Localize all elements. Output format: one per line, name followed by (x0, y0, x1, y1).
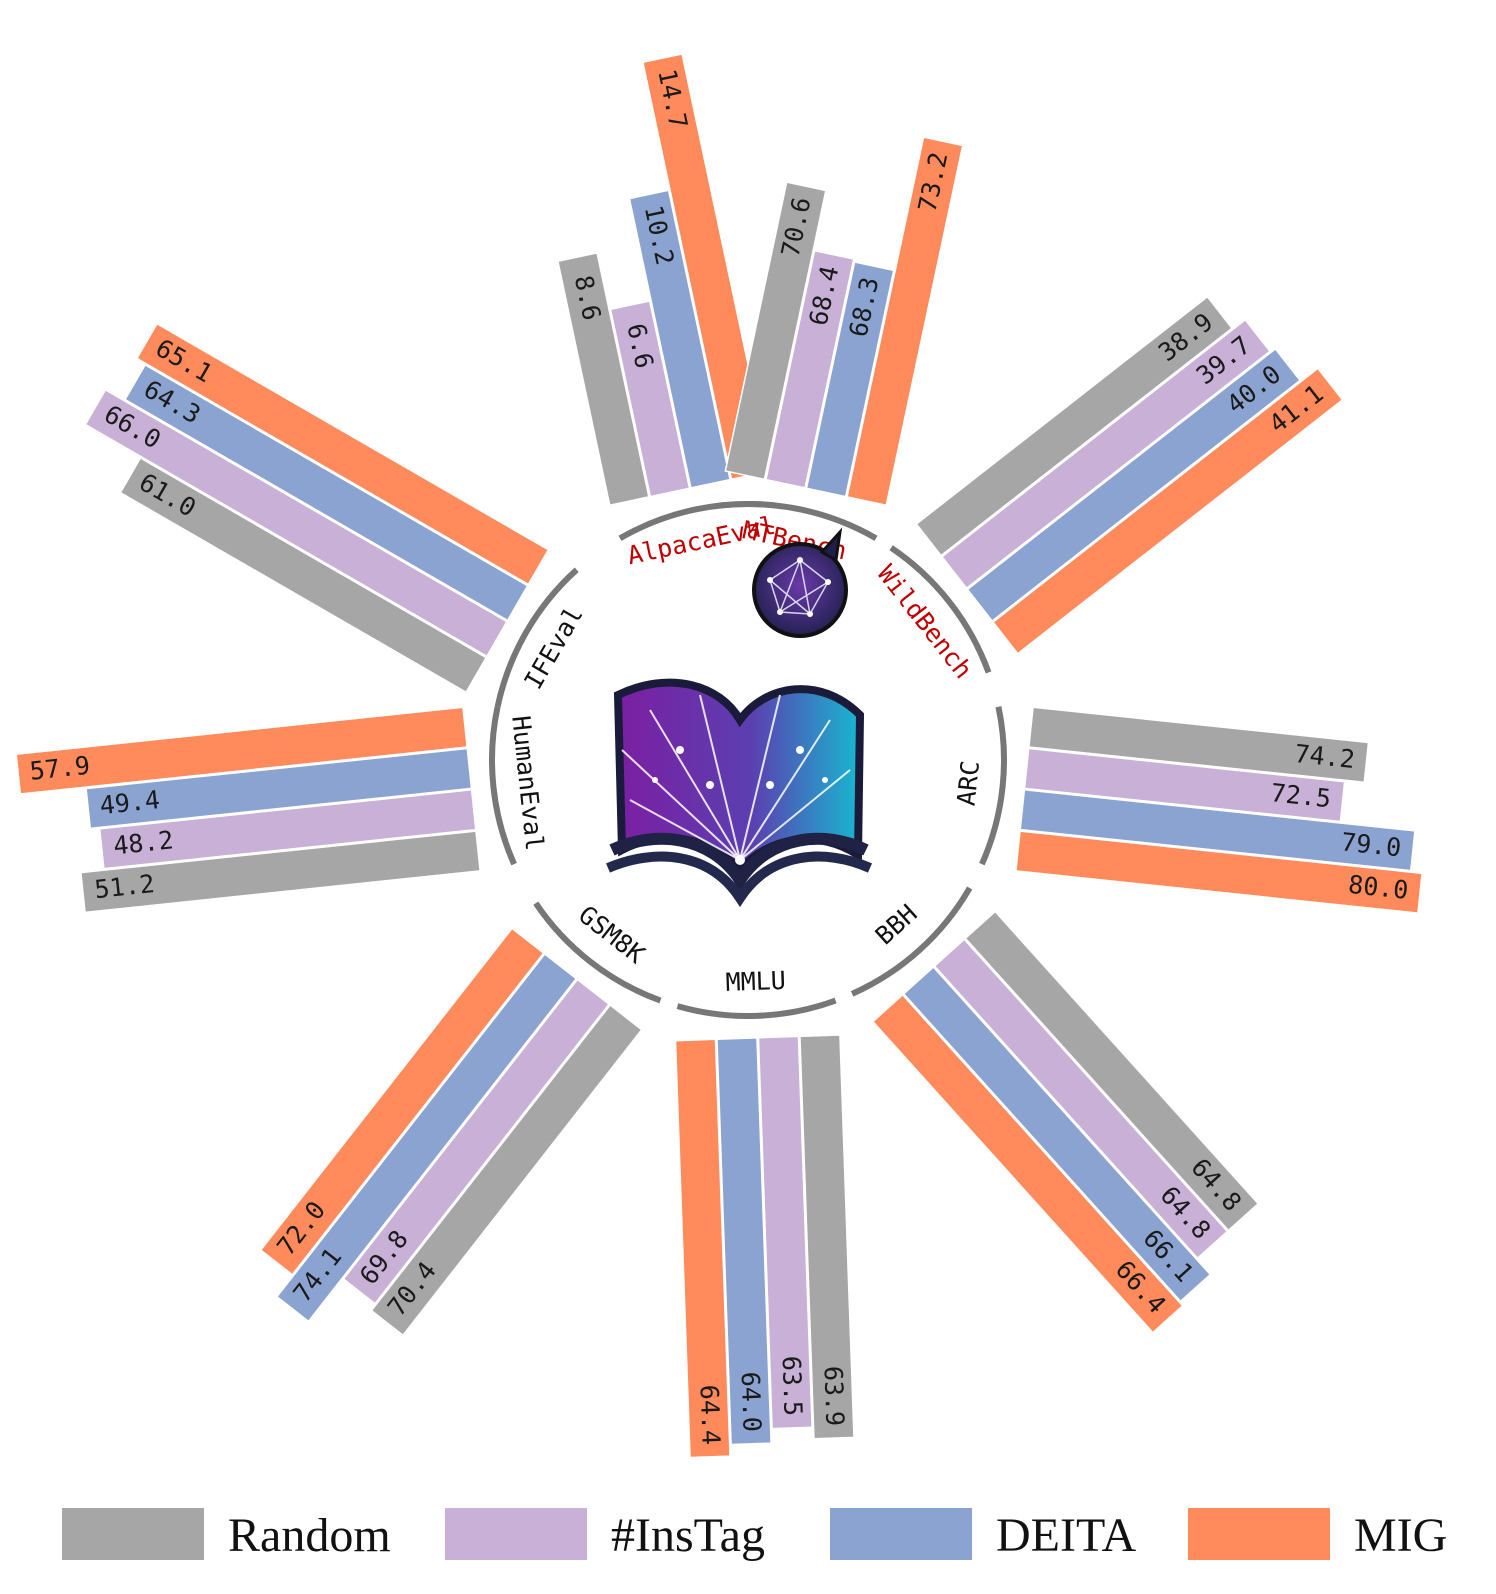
bar-value-label: 63.9 (818, 1365, 849, 1426)
bar (674, 1038, 731, 1459)
bar-value-label: 48.2 (112, 825, 175, 860)
bar (940, 318, 1271, 590)
bar (716, 1037, 772, 1446)
legend: Random #InsTag DEITA MIG (0, 1508, 1496, 1578)
bar-value-label: 72.5 (1269, 778, 1332, 813)
bar (902, 966, 1212, 1303)
bar (135, 322, 550, 586)
bar (846, 136, 964, 507)
bar-value-label: 64.4 (695, 1384, 726, 1445)
category-arc (533, 901, 662, 1004)
category-label: HumanEval (506, 714, 549, 852)
bar (642, 53, 772, 481)
bar (964, 910, 1260, 1232)
legend-swatch-mig (1188, 1508, 1330, 1560)
bar-value-label: 51.2 (93, 869, 156, 904)
bar (119, 456, 488, 694)
bar (259, 927, 545, 1276)
category-arc (720, 501, 878, 541)
category-arcs (489, 501, 1007, 1019)
bar (84, 388, 508, 658)
category-arc (676, 997, 837, 1019)
bar (275, 952, 578, 1323)
bar (966, 347, 1302, 623)
category-label: BBH (870, 899, 923, 951)
bar (933, 938, 1229, 1260)
legend-label-mig: MIG (1354, 1509, 1448, 1562)
radial-bar-chart: 8.66.610.214.770.668.4 68.373.238.939.740… (15, 53, 1423, 1459)
bar-value-label: 64.0 (736, 1371, 767, 1432)
bar (628, 189, 731, 489)
legend-label-instag: #InsTag (611, 1509, 765, 1562)
bar (915, 295, 1234, 557)
bar (15, 706, 468, 795)
legend-label-deita: DEITA (996, 1509, 1137, 1562)
category-arc (979, 706, 1007, 866)
legend-swatch-instag (445, 1508, 587, 1560)
legend-swatch-deita (830, 1508, 972, 1560)
bar (557, 252, 650, 507)
bar (992, 367, 1344, 655)
bar (609, 300, 691, 498)
category-arc (850, 886, 973, 997)
bar (799, 1034, 855, 1440)
bar (80, 830, 481, 914)
bar (1015, 830, 1423, 914)
bar-value-label: 63.5 (777, 1355, 808, 1416)
bar-value-label: 80.0 (1347, 870, 1410, 905)
chat-bubble-network-icon (752, 527, 848, 638)
open-book-network-icon (606, 678, 873, 908)
category-arc (489, 706, 517, 866)
bar (871, 993, 1184, 1334)
bar (757, 1035, 813, 1430)
bar (1028, 706, 1370, 784)
bar (765, 249, 855, 489)
bar (124, 363, 529, 622)
category-label: IFEval (518, 601, 588, 694)
category-arc (494, 567, 579, 708)
legend-swatch-random (62, 1508, 204, 1560)
category-arc (889, 545, 992, 674)
bar (724, 181, 827, 481)
bar-value-label: 79.0 (1340, 827, 1403, 862)
bar (98, 788, 477, 870)
bar (1023, 747, 1346, 823)
bar (370, 1004, 643, 1337)
category-label: ARC (952, 759, 986, 807)
bar (85, 747, 473, 830)
legend-label-random: Random (228, 1509, 391, 1562)
bar (342, 978, 611, 1305)
bar-value-label: 49.4 (98, 785, 161, 820)
bar (1019, 788, 1416, 872)
bar-value-label: 74.2 (1293, 739, 1356, 774)
bar (805, 261, 895, 498)
bar-value-label: 57.9 (28, 751, 91, 786)
category-label: MMLU (725, 966, 786, 997)
bars (15, 53, 1423, 1459)
